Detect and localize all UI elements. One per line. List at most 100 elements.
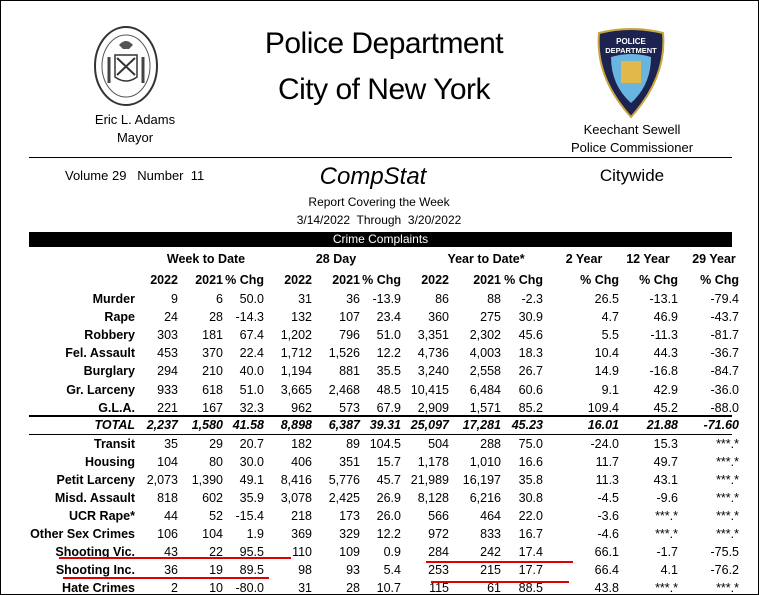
- table-cell: 132: [291, 310, 312, 325]
- table-cell: 2,425: [328, 491, 360, 505]
- table-cell: ***.*: [716, 437, 739, 451]
- table-cell: 6: [216, 292, 223, 306]
- table-cell: 21.88: [646, 418, 678, 432]
- table-cell: 66.1: [594, 545, 619, 559]
- table-cell: 2,558: [469, 364, 501, 379]
- svg-text:POLICE: POLICE: [616, 37, 646, 46]
- table-cell: 61: [487, 581, 501, 595]
- row-label: G.L.A.: [98, 400, 135, 415]
- red-underline: [59, 557, 291, 559]
- table-cell: 573: [339, 400, 360, 415]
- table-cell: 17,281: [462, 418, 501, 432]
- table-cell: 1,178: [417, 455, 449, 469]
- table-cell: 3,240: [417, 364, 449, 379]
- table-cell: 1,571: [469, 400, 501, 415]
- table-cell: 14.9: [594, 364, 619, 379]
- table-cell: -13.1: [649, 292, 679, 306]
- row-label: Fel. Assault: [65, 346, 135, 361]
- table-cell: 602: [202, 491, 223, 505]
- total-bottom-divider: [29, 434, 732, 435]
- table-cell: -4.5: [597, 491, 619, 505]
- table-cell: 16.01: [587, 418, 619, 432]
- table-cell: 504: [428, 437, 449, 451]
- column-header: 2021: [332, 273, 360, 287]
- table-cell: 1,390: [191, 473, 223, 487]
- row-label: Robbery: [84, 328, 135, 343]
- table-cell: 5.4: [383, 563, 401, 577]
- svg-text:DEPARTMENT: DEPARTMENT: [605, 46, 657, 55]
- table-cell: 95.5: [239, 545, 264, 559]
- table-cell: -88.0: [710, 400, 740, 415]
- table-cell: 182: [291, 437, 312, 451]
- table-cell: ***.*: [716, 509, 739, 523]
- table-cell: 2,073: [146, 473, 178, 487]
- table-cell: 35.8: [518, 473, 543, 487]
- table-cell: 11.3: [595, 473, 619, 487]
- red-underline: [63, 577, 269, 579]
- table-cell: ***.*: [716, 491, 739, 505]
- table-cell: 45.6: [518, 328, 543, 343]
- row-label: Shooting Inc.: [55, 563, 135, 577]
- table-cell: 4,003: [469, 346, 501, 361]
- table-cell: 22.0: [518, 509, 543, 523]
- table-cell: 45.23: [511, 418, 543, 432]
- page-title-line2: City of New York: [277, 73, 491, 106]
- table-cell: -1.7: [656, 545, 678, 559]
- column-header: 2022: [284, 273, 312, 287]
- table-cell: 2,302: [469, 328, 501, 343]
- red-underline: [431, 581, 569, 583]
- table-cell: -76.2: [710, 563, 740, 577]
- group-header: Year to Date*: [447, 252, 525, 266]
- row-label: Rape: [104, 310, 135, 325]
- total-divider: [29, 415, 732, 417]
- column-header: 2021: [473, 273, 501, 287]
- row-label: Murder: [92, 292, 135, 306]
- table-cell: 16.6: [518, 455, 543, 469]
- table-cell: 833: [480, 527, 501, 541]
- table-cell: 11.7: [595, 455, 619, 469]
- table-cell: 60.6: [518, 382, 543, 397]
- table-cell: 104.5: [369, 437, 401, 451]
- table-cell: 16.7: [518, 527, 543, 541]
- nypd-badge-icon: POLICE DEPARTMENT: [597, 28, 665, 119]
- report-covering: Report Covering the Week: [308, 195, 450, 209]
- row-label: Petit Larceny: [56, 473, 135, 487]
- table-cell: 66.4: [594, 563, 619, 577]
- table-cell: -24.0: [590, 437, 620, 451]
- table-cell: 22.4: [239, 346, 264, 361]
- table-cell: 10: [209, 581, 223, 595]
- table-cell: 75.0: [518, 437, 543, 451]
- table-cell: 29: [209, 437, 223, 451]
- table-cell: 8,416: [280, 473, 312, 487]
- table-cell: 106: [157, 527, 178, 541]
- table-cell: 242: [480, 545, 501, 559]
- table-cell: 50.0: [239, 292, 264, 306]
- table-cell: 31: [298, 292, 312, 306]
- commissioner-title: Police Commissioner: [570, 140, 694, 155]
- table-cell: -80.0: [235, 581, 265, 595]
- table-cell: 464: [480, 509, 501, 523]
- table-cell: 6,484: [469, 382, 501, 397]
- row-label: Hate Crimes: [62, 581, 135, 595]
- table-cell: 45.2: [653, 400, 678, 415]
- table-cell: 40.0: [239, 364, 264, 379]
- table-cell: 1.9: [246, 527, 264, 541]
- table-cell: 89.5: [239, 563, 264, 577]
- table-cell: 329: [339, 527, 360, 541]
- table-cell: 67.9: [376, 400, 401, 415]
- table-cell: 31: [298, 581, 312, 595]
- table-cell: 36: [346, 292, 360, 306]
- column-header: % Chg: [580, 273, 619, 287]
- table-cell: 109: [339, 545, 360, 559]
- table-cell: 618: [202, 382, 223, 397]
- table-cell: -43.7: [710, 310, 740, 325]
- table-cell: 294: [157, 364, 178, 379]
- table-cell: 1,194: [280, 364, 312, 379]
- table-cell: 10.7: [376, 581, 401, 595]
- table-cell: 818: [157, 491, 178, 505]
- table-cell: ***.*: [655, 527, 678, 541]
- table-cell: 36: [164, 563, 178, 577]
- group-header: 12 Year: [626, 252, 670, 266]
- table-cell: 89: [346, 437, 360, 451]
- table-cell: 93: [346, 563, 360, 577]
